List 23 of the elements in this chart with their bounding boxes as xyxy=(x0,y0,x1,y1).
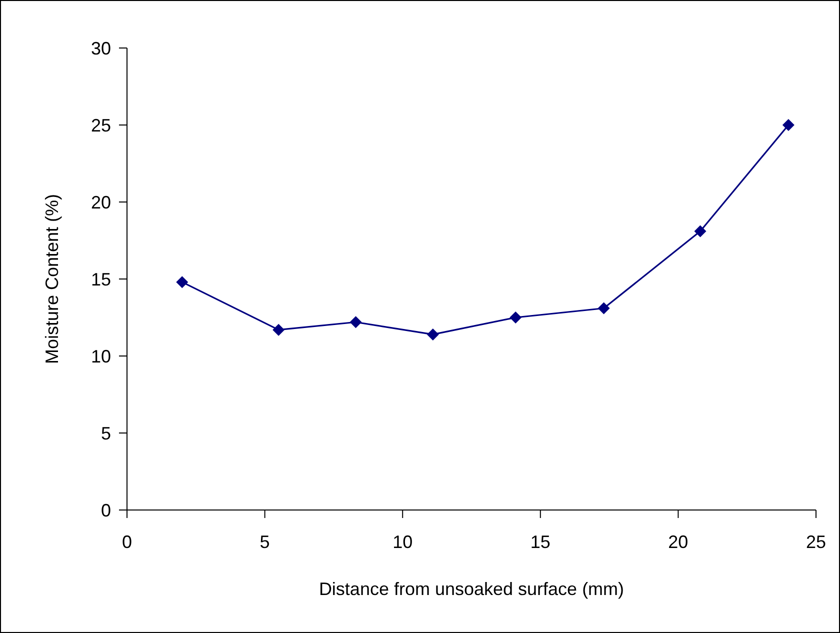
y-tick-label: 30 xyxy=(90,38,111,58)
point xyxy=(272,324,285,336)
point xyxy=(426,328,439,340)
y-axis-title: Moisture Content (%) xyxy=(42,194,62,364)
y-tick-label: 5 xyxy=(100,423,111,444)
point xyxy=(176,276,188,288)
x-tick-label: 0 xyxy=(122,532,132,552)
y-tick-label: 10 xyxy=(90,346,111,366)
x-tick-label: 10 xyxy=(392,532,413,552)
x-axis-title: Distance from unsoaked surface (mm) xyxy=(318,579,624,599)
point xyxy=(782,119,794,131)
y-tick-label: 25 xyxy=(90,115,111,136)
y-tick-label: 0 xyxy=(100,500,111,520)
point xyxy=(598,302,610,314)
point xyxy=(510,312,522,324)
x-tick-label: 25 xyxy=(806,532,826,552)
x-tick-label: 20 xyxy=(668,532,688,552)
point xyxy=(350,316,362,328)
y-tick-label: 20 xyxy=(90,192,111,212)
x-tick-label: 15 xyxy=(530,532,550,552)
y-tick-label: 15 xyxy=(90,269,111,290)
point xyxy=(694,225,706,238)
x-tick-label: 5 xyxy=(260,532,270,552)
